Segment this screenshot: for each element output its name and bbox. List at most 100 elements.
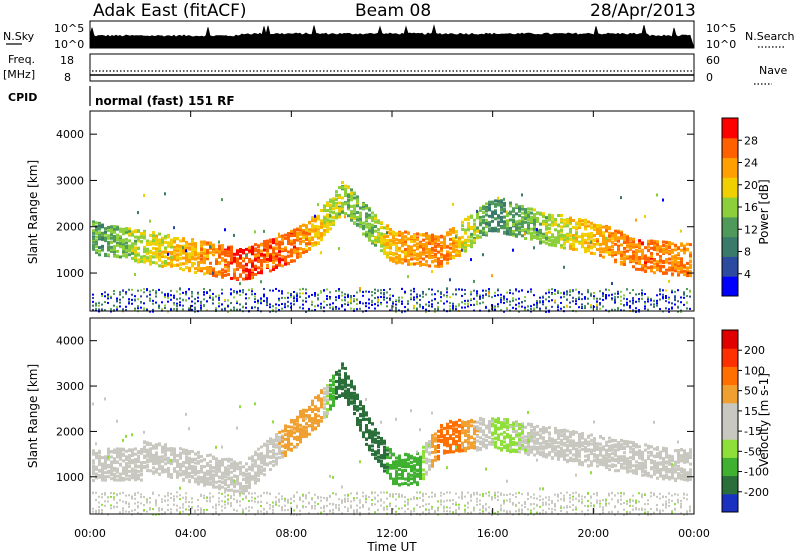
heatmap-cell [575, 226, 578, 230]
heatmap-cell [119, 229, 122, 233]
heatmap-cell [332, 221, 335, 225]
heatmap-cell [227, 502, 229, 505]
heatmap-cell [191, 239, 194, 243]
heatmap-cell [200, 480, 203, 484]
heatmap-cell [146, 498, 148, 501]
heatmap-cell [455, 251, 458, 255]
heatmap-cell [668, 279, 670, 283]
heatmap-cell [221, 258, 224, 262]
heatmap-cell [500, 211, 503, 215]
heatmap-cell [92, 220, 95, 224]
heatmap-cell [194, 509, 196, 512]
heatmap-cell [644, 307, 646, 310]
heatmap-cell [401, 250, 404, 254]
heatmap-cell [215, 472, 218, 476]
heatmap-cell [329, 223, 332, 227]
heatmap-cell [155, 247, 158, 251]
heatmap-cell [566, 293, 568, 296]
heatmap-cell [635, 252, 638, 256]
heatmap-cell [572, 243, 575, 247]
heatmap-cell [482, 253, 484, 257]
heatmap-cell [308, 232, 311, 236]
heatmap-cell [263, 295, 265, 298]
heatmap-cell [614, 235, 617, 239]
heatmap-cell [266, 298, 268, 301]
heatmap-cell [404, 247, 407, 251]
heatmap-cell [644, 293, 646, 296]
heatmap-cell [263, 256, 266, 260]
heatmap-cell [524, 232, 526, 236]
nsky-label: N.Sky [3, 30, 35, 43]
heatmap-cell [686, 266, 689, 270]
heatmap-cell [239, 500, 241, 503]
heatmap-cell [440, 241, 443, 245]
colorbar-segment [722, 157, 738, 178]
heatmap-cell [188, 464, 191, 468]
heatmap-cell [671, 250, 674, 254]
heatmap-cell [668, 252, 671, 256]
colorbar-segment [722, 137, 738, 159]
heatmap-cell [200, 304, 202, 307]
heatmap-cell [521, 220, 524, 224]
heatmap-cell [377, 239, 380, 243]
heatmap-cell [233, 483, 236, 487]
heatmap-cell [161, 255, 164, 259]
heatmap-cell [182, 246, 184, 250]
heatmap-cell [155, 470, 158, 474]
heatmap-cell [134, 254, 137, 258]
heatmap-cell [122, 491, 124, 494]
heatmap-cell [410, 253, 413, 257]
heatmap-cell [419, 294, 421, 297]
heatmap-cell [239, 484, 242, 488]
heatmap-cell [152, 513, 154, 516]
heatmap-cell [185, 293, 187, 296]
heatmap-cell [170, 243, 173, 247]
heatmap-cell [170, 245, 173, 249]
heatmap-cell [461, 294, 463, 297]
heatmap-cell [632, 237, 635, 241]
heatmap-cell [149, 249, 152, 253]
heatmap-cell [674, 243, 677, 247]
heatmap-cell [569, 218, 572, 222]
heatmap-cell [389, 228, 392, 232]
heatmap-cell [236, 478, 239, 482]
heatmap-cell [176, 247, 179, 251]
heatmap-cell [545, 298, 547, 301]
heatmap-cell [371, 239, 374, 243]
heatmap-cell [218, 298, 220, 301]
heatmap-cell [500, 200, 503, 204]
heatmap-cell [683, 291, 685, 294]
heatmap-cell [185, 508, 187, 511]
heatmap-cell [617, 292, 619, 295]
heatmap-cell [530, 231, 533, 235]
heatmap-cell [440, 291, 442, 294]
heatmap-cell [113, 448, 116, 452]
heatmap-cell [632, 299, 634, 302]
heatmap-cell [671, 307, 673, 310]
heatmap-cell [560, 243, 563, 247]
heatmap-cell [167, 457, 170, 461]
heatmap-cell [431, 305, 433, 308]
heatmap-cell [176, 302, 178, 305]
heatmap-cell [512, 306, 514, 309]
heatmap-cell [296, 293, 298, 296]
heatmap-cell [173, 302, 175, 305]
heatmap-cell [158, 306, 160, 309]
heatmap-cell [614, 296, 616, 299]
heatmap-cell [617, 307, 619, 310]
heatmap-cell [137, 501, 139, 504]
heatmap-cell [248, 249, 251, 253]
heatmap-cell [128, 227, 131, 231]
heatmap-cell [143, 194, 145, 198]
heatmap-cell [497, 216, 500, 220]
heatmap-cell [209, 470, 212, 474]
heatmap-cell [155, 234, 158, 238]
heatmap-cell [98, 246, 101, 250]
heatmap-cell [143, 504, 145, 507]
heatmap-cell [290, 239, 293, 243]
heatmap-cell [521, 193, 523, 197]
heatmap-cell [524, 220, 527, 224]
heatmap-cell [665, 295, 667, 298]
heatmap-cell [449, 229, 452, 233]
heatmap-cell [176, 307, 178, 311]
